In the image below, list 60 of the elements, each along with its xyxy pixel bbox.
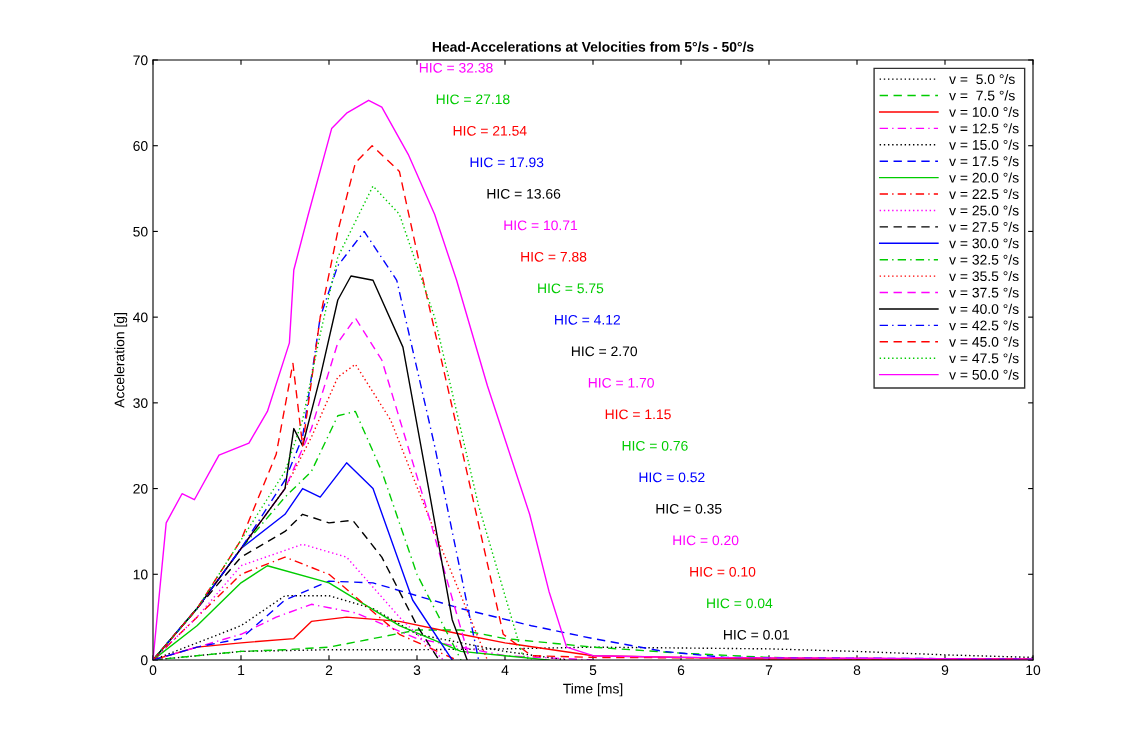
annotation: HIC = 0.04 (707, 598, 773, 609)
legend-label: v = 15.0 °/s (949, 139, 1019, 150)
annotation: HIC = 4.12 (555, 314, 621, 325)
legend-label: v = 27.5 °/s (949, 221, 1019, 232)
legend-label: v = 35.5 °/s (949, 270, 1019, 282)
annotation: HIC = 13.66 (487, 188, 561, 199)
legend-label: v = 37.5 °/s (949, 287, 1019, 298)
x-tick-label: 2 (325, 665, 333, 675)
legend-label: v = 45.0 °/s (949, 336, 1019, 347)
y-tick-label: 40 (133, 312, 148, 323)
x-tick-label: 3 (413, 665, 421, 676)
x-tick-label: 0 (149, 665, 157, 676)
legend-label: v = 40.0 °/s (949, 303, 1019, 314)
annotation: HIC = 0.20 (673, 535, 739, 546)
x-tick-label: 6 (677, 665, 685, 676)
legend-label: v = 42.5 °/s (949, 320, 1019, 331)
y-tick-label: 20 (133, 483, 148, 494)
x-tick-label: 9 (941, 665, 949, 676)
x-tick-label: 10 (1026, 665, 1041, 676)
legend-label: v = 30.0 °/s (949, 238, 1019, 249)
legend-label: v = 5.0 °/s (949, 73, 1015, 85)
x-tick-label: 5 (589, 665, 597, 676)
y-tick-label: 0 (140, 655, 148, 666)
annotation: HIC = 0.10 (690, 566, 756, 577)
x-axis-title: Time [ms] (563, 683, 623, 697)
annotation: HIC = 1.15 (605, 409, 671, 420)
y-tick-label: 60 (133, 141, 148, 151)
annotation: HIC = 0.76 (622, 440, 688, 451)
legend-label: v = 10.0 °/s (949, 106, 1019, 117)
chart-title: Head-Accelerations at Velocities from 5°/s - 50°/s (432, 41, 754, 52)
annotation: HIC = 5.75 (538, 283, 604, 294)
y-tick-label: 10 (133, 569, 148, 580)
annotation: HIC = 27.18 (436, 94, 510, 105)
legend-label: v = 20.0 °/s (949, 172, 1019, 183)
x-tick-label: 4 (501, 665, 509, 675)
annotation: HIC = 10.71 (504, 220, 578, 231)
annotation: HIC = 21.54 (453, 125, 527, 136)
legend-label: v = 12.5 °/s (949, 123, 1019, 134)
x-tick-label: 8 (853, 665, 861, 676)
annotation: HIC = 32.38 (419, 62, 493, 73)
annotation: HIC = 1.70 (588, 377, 654, 388)
annotation: HIC = 2.70 (571, 346, 638, 357)
legend-label: v = 17.5 °/s (949, 155, 1019, 167)
annotation: HIC = 7.88 (521, 251, 587, 262)
legend-label: v = 7.5 °/s (949, 90, 1015, 101)
y-tick-label: 50 (133, 226, 148, 237)
x-tick-label: 1 (238, 665, 245, 675)
annotation: HIC = 0.35 (656, 503, 722, 514)
annotation: HIC = 17.93 (470, 157, 544, 168)
legend-label: v = 50.0 °/s (949, 369, 1019, 380)
y-tick-label: 70 (133, 55, 148, 66)
annotation: HIC = 0.52 (639, 472, 705, 483)
legend-label: v = 32.5 °/s (949, 254, 1019, 265)
x-tick-label: 7 (765, 665, 773, 675)
legend-label: v = 22.5 °/s (949, 188, 1019, 200)
annotation: HIC = 0.01 (724, 629, 789, 640)
y-tick-label: 30 (133, 398, 148, 409)
legend-label: v = 47.5 °/s (949, 353, 1019, 364)
legend-label: v = 25.0 °/s (949, 205, 1019, 216)
y-axis-title: Acceleration [g] (114, 313, 128, 408)
